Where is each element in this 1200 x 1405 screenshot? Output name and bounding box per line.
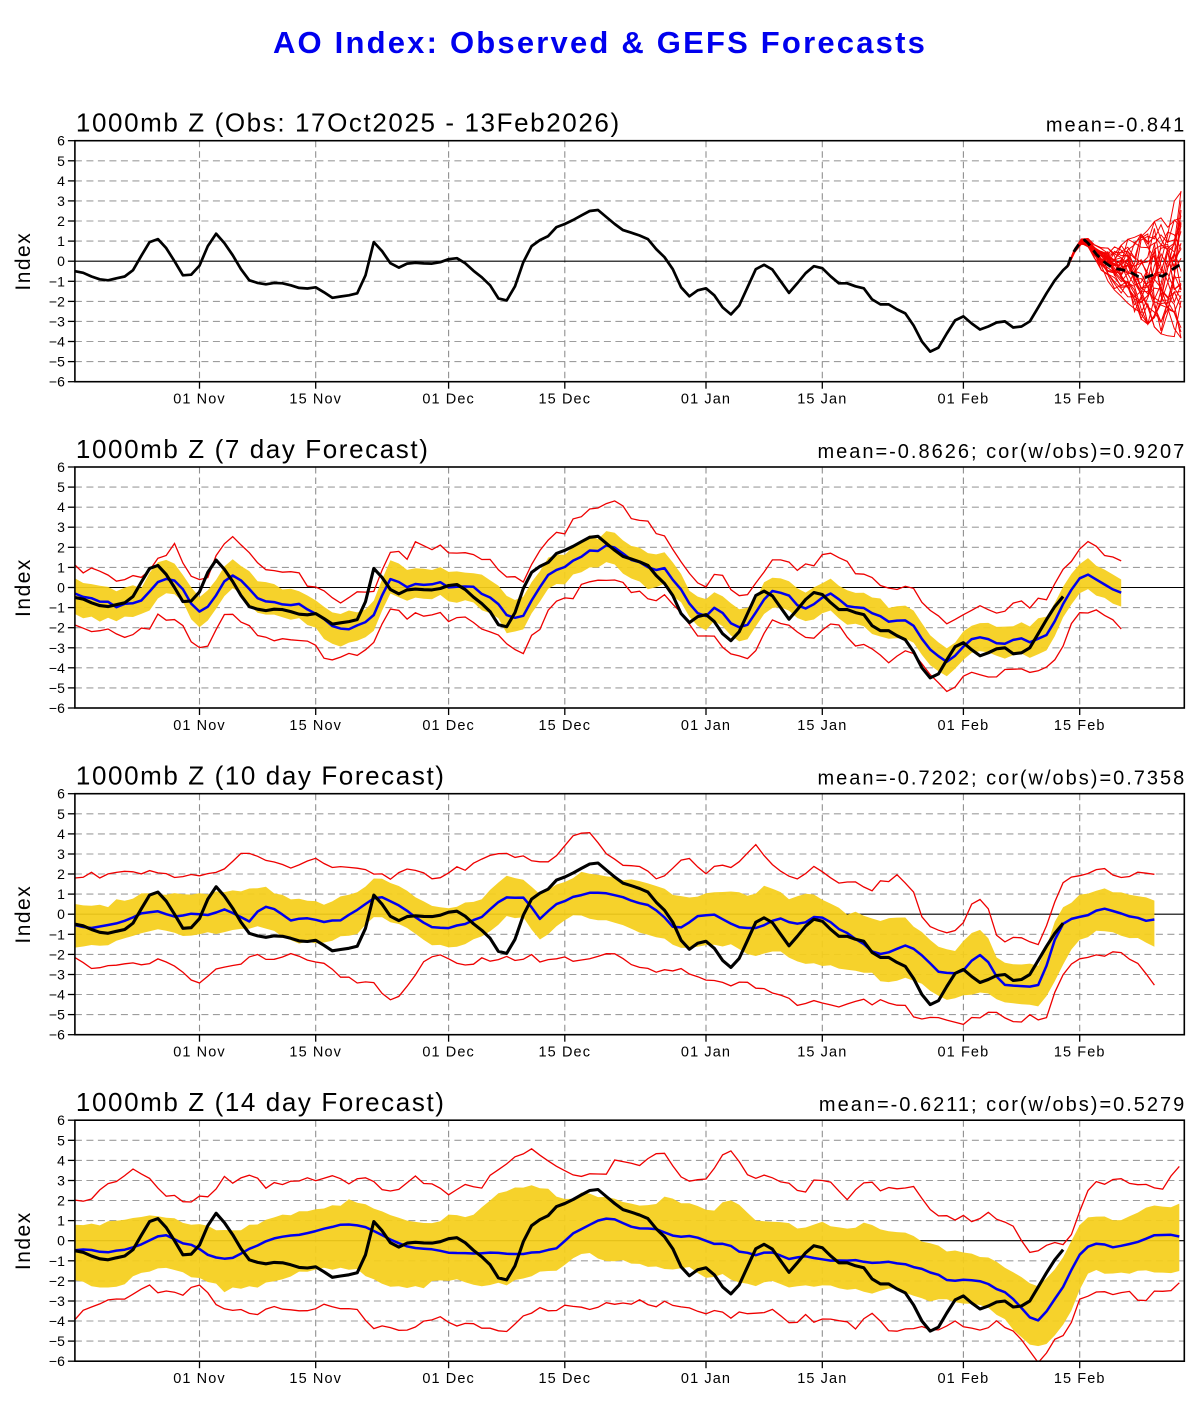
svg-text:−1: −1	[49, 600, 65, 616]
svg-text:15 Jan: 15 Jan	[797, 718, 847, 734]
svg-text:15 Dec: 15 Dec	[539, 1045, 592, 1061]
svg-text:4: 4	[57, 499, 65, 515]
svg-text:1: 1	[57, 233, 65, 249]
svg-text:01 Dec: 01 Dec	[422, 718, 475, 734]
svg-text:01 Dec: 01 Dec	[422, 392, 475, 408]
svg-text:01 Nov: 01 Nov	[173, 1371, 226, 1387]
svg-text:01 Jan: 01 Jan	[681, 1045, 731, 1061]
svg-text:4: 4	[57, 1152, 65, 1168]
svg-text:2: 2	[57, 539, 65, 555]
svg-text:6: 6	[57, 459, 65, 475]
svg-text:01 Jan: 01 Jan	[681, 718, 731, 734]
svg-text:1000mb Z (10 day Forecast): 1000mb Z (10 day Forecast)	[76, 761, 446, 791]
svg-text:mean=-0.8626; cor(w/obs)=0.920: mean=-0.8626; cor(w/obs)=0.9207	[817, 441, 1186, 463]
svg-text:4: 4	[57, 826, 65, 842]
svg-text:−6: −6	[49, 1353, 65, 1369]
svg-text:−3: −3	[49, 640, 65, 656]
svg-text:−1: −1	[49, 926, 65, 942]
svg-text:15 Jan: 15 Jan	[797, 392, 847, 408]
svg-text:−4: −4	[49, 334, 65, 350]
svg-text:01 Nov: 01 Nov	[173, 392, 226, 408]
svg-text:3: 3	[57, 846, 65, 862]
svg-text:−3: −3	[49, 313, 65, 329]
svg-text:−2: −2	[49, 946, 65, 962]
svg-text:5: 5	[57, 806, 65, 822]
svg-text:2: 2	[57, 213, 65, 229]
svg-text:−6: −6	[49, 374, 65, 390]
svg-text:−2: −2	[49, 1273, 65, 1289]
svg-text:15 Jan: 15 Jan	[797, 1045, 847, 1061]
svg-text:1000mb Z (Obs: 17Oct2025 - 13F: 1000mb Z (Obs: 17Oct2025 - 13Feb2026)	[76, 108, 621, 138]
svg-text:0: 0	[57, 906, 65, 922]
svg-text:−3: −3	[49, 967, 65, 983]
svg-text:−5: −5	[49, 1007, 65, 1023]
svg-text:0: 0	[57, 580, 65, 596]
svg-text:15 Dec: 15 Dec	[539, 718, 592, 734]
svg-text:01 Jan: 01 Jan	[681, 1371, 731, 1387]
svg-text:−1: −1	[49, 273, 65, 289]
svg-text:−4: −4	[49, 660, 65, 676]
svg-text:−3: −3	[49, 1293, 65, 1309]
svg-text:4: 4	[57, 173, 65, 189]
svg-text:−1: −1	[49, 1253, 65, 1269]
svg-text:1000mb Z (14 day Forecast): 1000mb Z (14 day Forecast)	[76, 1087, 446, 1117]
svg-text:1: 1	[57, 559, 65, 575]
svg-text:15 Feb: 15 Feb	[1054, 1371, 1106, 1387]
svg-text:5: 5	[57, 1132, 65, 1148]
svg-text:01 Dec: 01 Dec	[422, 1045, 475, 1061]
svg-text:mean=-0.841: mean=-0.841	[1046, 115, 1186, 137]
svg-text:0: 0	[57, 1233, 65, 1249]
svg-text:−5: −5	[49, 1333, 65, 1349]
svg-text:Index: Index	[12, 885, 35, 944]
svg-text:01 Jan: 01 Jan	[681, 392, 731, 408]
svg-text:1: 1	[57, 1213, 65, 1229]
svg-text:01 Feb: 01 Feb	[938, 1045, 990, 1061]
svg-text:3: 3	[57, 519, 65, 535]
svg-text:01 Nov: 01 Nov	[173, 718, 226, 734]
svg-text:3: 3	[57, 193, 65, 209]
svg-text:Index: Index	[12, 558, 35, 617]
svg-text:−5: −5	[49, 680, 65, 696]
svg-text:−6: −6	[49, 1027, 65, 1043]
svg-text:6: 6	[57, 1112, 65, 1128]
svg-text:−4: −4	[49, 1313, 65, 1329]
svg-text:0: 0	[57, 253, 65, 269]
svg-text:Index: Index	[12, 1211, 35, 1270]
svg-text:2: 2	[57, 866, 65, 882]
svg-text:15 Dec: 15 Dec	[539, 392, 592, 408]
svg-text:−4: −4	[49, 987, 65, 1003]
svg-text:15 Nov: 15 Nov	[289, 1371, 342, 1387]
svg-text:1000mb Z (7 day Forecast): 1000mb Z (7 day Forecast)	[76, 434, 430, 464]
svg-text:5: 5	[57, 479, 65, 495]
svg-text:1: 1	[57, 886, 65, 902]
svg-text:AO Index: Observed & GEFS Fore: AO Index: Observed & GEFS Forecasts	[273, 25, 927, 60]
svg-text:−5: −5	[49, 354, 65, 370]
svg-text:6: 6	[57, 133, 65, 149]
svg-text:−6: −6	[49, 700, 65, 716]
svg-text:3: 3	[57, 1173, 65, 1189]
svg-text:2: 2	[57, 1193, 65, 1209]
svg-text:−2: −2	[49, 620, 65, 636]
svg-text:01 Nov: 01 Nov	[173, 1045, 226, 1061]
svg-text:15 Nov: 15 Nov	[289, 718, 342, 734]
svg-text:01 Feb: 01 Feb	[938, 392, 990, 408]
svg-text:15 Nov: 15 Nov	[289, 1045, 342, 1061]
svg-text:01 Feb: 01 Feb	[938, 718, 990, 734]
svg-text:mean=-0.7202; cor(w/obs)=0.735: mean=-0.7202; cor(w/obs)=0.7358	[817, 768, 1186, 790]
svg-text:01 Dec: 01 Dec	[422, 1371, 475, 1387]
svg-text:mean=-0.6211; cor(w/obs)=0.527: mean=-0.6211; cor(w/obs)=0.5279	[819, 1094, 1186, 1116]
svg-text:15 Feb: 15 Feb	[1054, 718, 1106, 734]
svg-text:15 Feb: 15 Feb	[1054, 392, 1106, 408]
svg-text:15 Dec: 15 Dec	[539, 1371, 592, 1387]
svg-text:15 Feb: 15 Feb	[1054, 1045, 1106, 1061]
svg-text:Index: Index	[12, 232, 35, 291]
svg-text:−2: −2	[49, 293, 65, 309]
svg-text:5: 5	[57, 153, 65, 169]
svg-text:6: 6	[57, 786, 65, 802]
svg-text:15 Nov: 15 Nov	[289, 392, 342, 408]
svg-text:01 Feb: 01 Feb	[938, 1371, 990, 1387]
svg-text:15 Jan: 15 Jan	[797, 1371, 847, 1387]
